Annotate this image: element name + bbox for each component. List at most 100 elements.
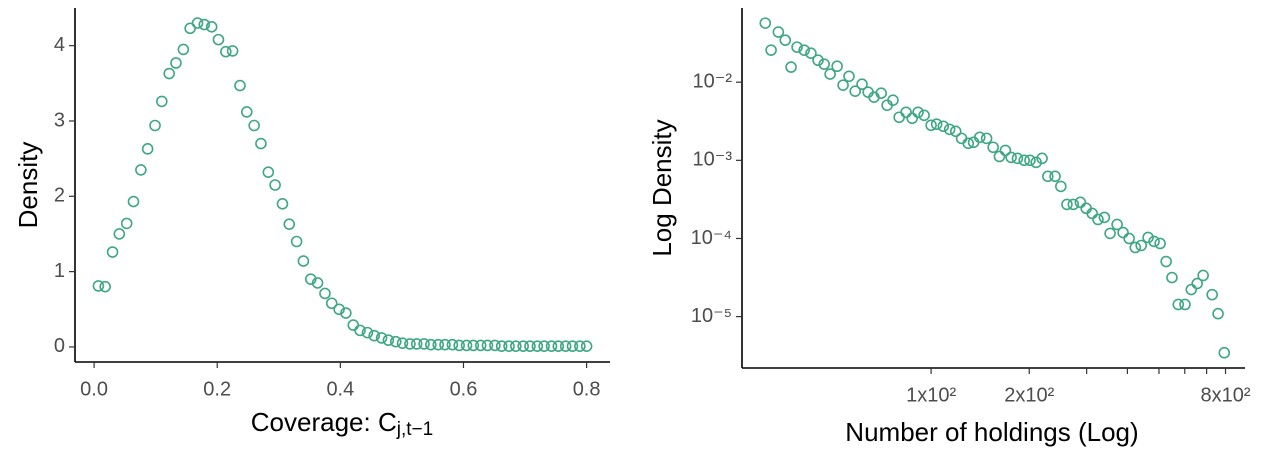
point xyxy=(1018,154,1030,167)
point xyxy=(156,95,168,108)
point xyxy=(1212,307,1224,320)
point xyxy=(759,17,772,29)
x-tick-label: 8x10² xyxy=(1201,384,1251,406)
point xyxy=(999,144,1012,157)
point xyxy=(1123,232,1135,245)
point xyxy=(234,79,246,92)
point xyxy=(785,61,797,73)
point xyxy=(99,280,111,293)
point xyxy=(843,70,855,83)
point xyxy=(1117,226,1129,239)
point xyxy=(1055,180,1067,193)
point xyxy=(1154,237,1166,250)
point xyxy=(325,297,338,310)
point xyxy=(262,166,275,178)
point xyxy=(824,68,836,80)
point xyxy=(333,303,345,316)
point xyxy=(779,34,792,46)
point xyxy=(987,141,999,154)
point xyxy=(1148,235,1160,248)
point xyxy=(113,228,126,240)
point xyxy=(141,143,154,155)
y-tick-label: 10⁻⁴ xyxy=(691,227,732,249)
point xyxy=(311,277,324,289)
point xyxy=(489,339,501,352)
point xyxy=(382,334,395,346)
point xyxy=(791,41,803,53)
point xyxy=(304,273,317,285)
point xyxy=(574,340,586,352)
point xyxy=(283,218,296,230)
point xyxy=(993,150,1006,163)
point xyxy=(354,324,366,337)
point xyxy=(404,338,416,350)
y-tick-label: 1 xyxy=(54,260,65,282)
point xyxy=(432,338,445,351)
point xyxy=(955,132,968,145)
point xyxy=(453,339,465,352)
point xyxy=(255,137,267,150)
point xyxy=(937,120,950,133)
point xyxy=(135,164,147,176)
point xyxy=(1036,152,1048,165)
x-tick-label: 0.6 xyxy=(450,378,478,400)
y-tick-label: 4 xyxy=(54,34,65,56)
point xyxy=(1030,156,1042,169)
point xyxy=(1067,198,1080,211)
point xyxy=(1129,241,1142,254)
point xyxy=(517,340,529,352)
point xyxy=(552,340,565,352)
x-axis-title: Number of holdings (Log) xyxy=(845,417,1138,447)
point xyxy=(875,87,888,99)
point xyxy=(460,339,473,352)
point xyxy=(1024,154,1036,167)
point xyxy=(837,79,849,91)
x-tick-label: 0.2 xyxy=(203,378,231,400)
point xyxy=(559,340,572,352)
point xyxy=(474,339,487,352)
point xyxy=(1041,170,1054,183)
point xyxy=(240,106,253,118)
point xyxy=(269,179,281,191)
y-tick-label: 10⁻² xyxy=(693,70,733,92)
point xyxy=(1197,269,1209,282)
point xyxy=(149,119,161,132)
point xyxy=(226,45,239,57)
point xyxy=(389,335,402,348)
point xyxy=(1179,298,1191,311)
point xyxy=(912,106,924,119)
point xyxy=(495,340,508,352)
y-tick-label: 3 xyxy=(54,109,65,131)
y-tick-label: 0 xyxy=(54,335,65,357)
point xyxy=(361,326,374,339)
point xyxy=(375,332,388,344)
point xyxy=(1049,170,1061,183)
point xyxy=(930,118,943,130)
point xyxy=(798,44,810,56)
point xyxy=(446,338,459,351)
point xyxy=(849,85,861,97)
y-tick-label: 10⁻³ xyxy=(693,149,733,171)
point xyxy=(212,33,225,46)
point xyxy=(127,195,140,208)
point xyxy=(918,109,930,122)
x-tick-label: 1x10² xyxy=(906,384,956,406)
point xyxy=(1104,227,1116,240)
point xyxy=(893,111,905,124)
point xyxy=(962,137,975,150)
point xyxy=(205,21,218,33)
point xyxy=(980,132,993,145)
point xyxy=(120,217,133,230)
point xyxy=(1218,346,1231,359)
point xyxy=(439,338,451,351)
point xyxy=(1160,255,1172,268)
point xyxy=(1191,277,1204,290)
x-tick-label: 0.0 xyxy=(80,378,108,400)
point xyxy=(319,287,331,300)
point xyxy=(368,329,381,342)
point xyxy=(467,339,480,352)
point xyxy=(1074,196,1087,209)
point xyxy=(949,125,962,138)
point xyxy=(524,340,536,352)
